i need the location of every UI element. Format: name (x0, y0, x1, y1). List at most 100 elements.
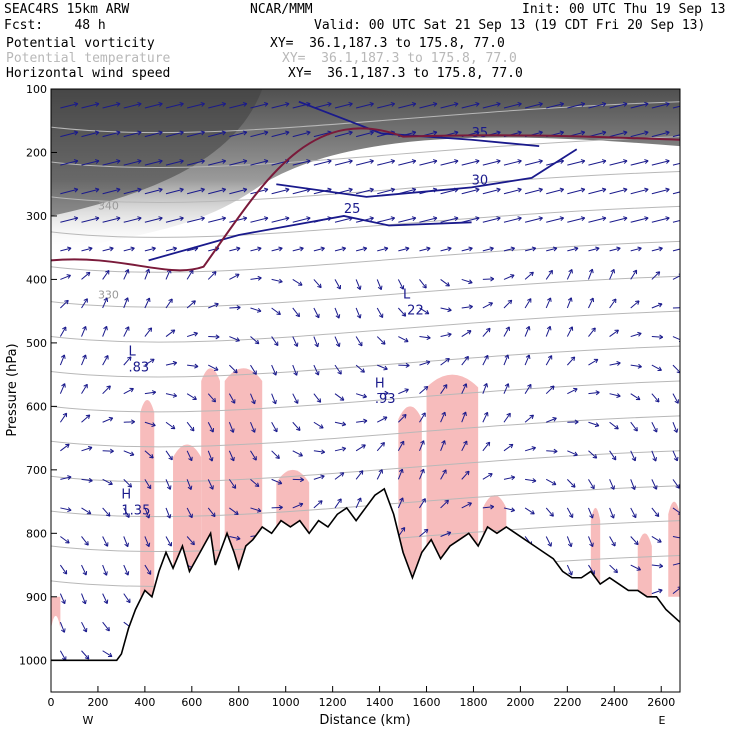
wind-vector (165, 362, 177, 366)
wind-arrowhead (60, 354, 66, 359)
wind-vector (440, 217, 459, 223)
wind-vector (102, 621, 110, 632)
wind-arrowhead (94, 130, 100, 136)
wind-arrowhead (170, 424, 176, 430)
wind-arrowhead (200, 216, 205, 222)
wind-arrowhead (574, 246, 579, 252)
wind-arrowhead (445, 358, 450, 363)
x-tick-label: 200 (87, 696, 108, 709)
y-axis-label: Pressure (hPa) (5, 343, 20, 436)
wind-vector (271, 450, 280, 459)
wind-vector (545, 507, 554, 517)
wind-arrowhead (687, 160, 691, 164)
wind-arrowhead (635, 395, 641, 401)
wind-arrowhead (82, 354, 87, 359)
wind-arrowhead (108, 480, 113, 486)
field-name-pv: Potential vorticity (6, 36, 155, 51)
wind-vector (123, 536, 129, 547)
wind-vector (334, 364, 342, 375)
wind-vector (292, 336, 298, 347)
wind-arrowhead (559, 187, 565, 193)
wind-arrowhead (252, 370, 257, 375)
wind-vector (588, 160, 607, 166)
wind-arrowhead (559, 216, 565, 222)
wind-vector (398, 388, 409, 395)
wind-arrowhead (251, 399, 256, 405)
wind-vector (102, 593, 108, 604)
wind-vector (546, 188, 564, 195)
wind-vector (651, 247, 663, 252)
wind-vector (123, 421, 135, 423)
wind-vector (144, 327, 152, 337)
wind-vector (651, 450, 657, 462)
wind-arrowhead (187, 485, 193, 491)
wind-arrowhead (613, 568, 619, 574)
field-name-theta: Potential temperature (6, 51, 171, 66)
wind-vector (250, 217, 269, 223)
wind-vector (440, 411, 446, 423)
wind-vector (377, 247, 389, 252)
wind-vector (440, 499, 449, 509)
wind-vector (186, 507, 193, 518)
wind-arrowhead (678, 273, 680, 275)
wind-arrowhead (73, 187, 79, 193)
wind-vector (545, 270, 553, 280)
wind-vector (482, 278, 494, 280)
wind-arrowhead (488, 302, 494, 307)
wind-arrowhead (551, 480, 557, 486)
wind-arrowhead (84, 654, 90, 660)
wind-arrowhead (369, 159, 374, 164)
field-xy-pv: XY= 36.1,187.3 to 175.8, 77.0 (270, 36, 505, 51)
wind-speed-contour (276, 148, 578, 198)
wind-arrowhead (601, 101, 607, 107)
wind-vector (144, 217, 163, 223)
wind-vector (482, 247, 494, 252)
wind-arrowhead (637, 363, 642, 369)
wind-arrowhead (665, 187, 670, 193)
wind-vector (165, 188, 184, 195)
wind-vector (102, 507, 111, 517)
wind-arrowhead (124, 571, 130, 576)
wind-vector (81, 160, 100, 166)
wind-vector (81, 354, 87, 366)
wind-arrowhead (444, 499, 449, 505)
wind-arrowhead (674, 399, 679, 404)
wind-vector (419, 247, 431, 252)
wind-vector (123, 564, 129, 576)
wind-vector (207, 422, 214, 433)
wind-vector (588, 217, 607, 223)
wind-vector (567, 388, 578, 395)
wind-vector (144, 268, 150, 280)
wind-arrowhead (348, 159, 353, 164)
wind-vector (461, 160, 480, 166)
wind-vector (651, 303, 663, 309)
wind-arrowhead (103, 599, 109, 604)
wind-arrowhead (298, 502, 304, 508)
wind-arrowhead (82, 627, 88, 633)
wind-arrowhead (158, 216, 163, 222)
wind-arrowhead (104, 355, 109, 360)
wind-vector (81, 564, 87, 576)
wind-vector (334, 447, 346, 452)
theta-contour (51, 485, 680, 518)
wind-arrowhead (314, 371, 320, 376)
wind-vector (144, 188, 163, 195)
wind-vector (313, 307, 320, 319)
wind-arrowhead (335, 342, 341, 348)
wind-vector (355, 336, 363, 347)
wind-vector (81, 593, 86, 605)
wind-vector (482, 188, 501, 195)
wind-arrowhead (339, 472, 345, 477)
wind-vector (588, 297, 594, 309)
wind-vector (165, 421, 176, 430)
y-tick-label: 300 (26, 210, 47, 223)
wind-vector (144, 160, 163, 166)
wind-vector (524, 160, 543, 166)
wind-arrowhead (553, 448, 558, 454)
wind-arrowhead (88, 477, 93, 483)
wind-arrowhead (145, 297, 151, 303)
wind-vector (229, 536, 241, 540)
wind-vector (482, 506, 494, 509)
wind-arrowhead (295, 312, 301, 318)
wind-vector (566, 269, 573, 280)
